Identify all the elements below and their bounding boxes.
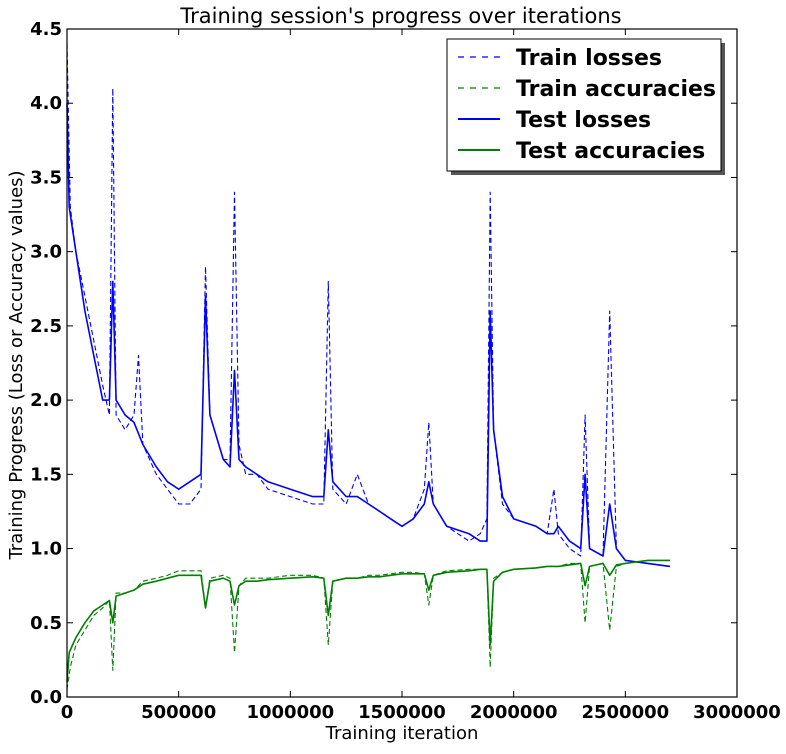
x-tick-label: 1000000: [246, 702, 334, 723]
series-layer: [66, 43, 671, 690]
y-tick-label: 3.0: [30, 242, 62, 263]
legend-label: Test accuracies: [516, 139, 705, 164]
x-axis: 0 500000 1000000 1500000 2000000 2500000 30000…: [61, 29, 781, 723]
x-tick-label: 2000000: [470, 702, 558, 723]
x-tick-label: 2500000: [581, 702, 669, 723]
y-tick-label: 3.5: [30, 167, 62, 188]
y-tick-label: 0.5: [30, 613, 62, 634]
x-tick-label: 1500000: [358, 702, 446, 723]
y-tick-label: 4.0: [30, 93, 62, 114]
legend-label: Train accuracies: [516, 77, 716, 102]
legend-label: Test losses: [516, 108, 651, 133]
y-tick-label: 2.5: [30, 316, 62, 337]
y-tick-label: 1.5: [30, 464, 62, 485]
y-tick-label: 4.5: [30, 19, 62, 40]
x-tick-label: 3000000: [693, 702, 781, 723]
legend-label: Train losses: [516, 46, 662, 71]
y-axis: 0.0 0.5 1.0 1.5 2.0 2.5 3.0 3.5 4.0 4.5: [30, 19, 737, 708]
y-axis-label: Training Progress (Loss or Accuracy valu…: [6, 170, 27, 560]
x-tick-label: 500000: [141, 702, 216, 723]
y-tick-label: 2.0: [30, 390, 62, 411]
legend: Train losses Train accuracies Test losses T…: [446, 38, 725, 175]
series-line-test-accuracies: [66, 559, 670, 683]
series-line-test-losses: [66, 103, 671, 568]
series-line-train-losses: [66, 43, 671, 567]
chart-title: Training session's progress over iterati…: [179, 4, 621, 28]
legend-items: Train losses Train accuracies Test losses T…: [458, 46, 716, 164]
y-tick-label: 1.0: [30, 539, 62, 560]
y-tick-label: 0.0: [30, 687, 62, 708]
x-tick-label: 0: [61, 702, 74, 723]
x-axis-label: Training iteration: [325, 723, 479, 744]
